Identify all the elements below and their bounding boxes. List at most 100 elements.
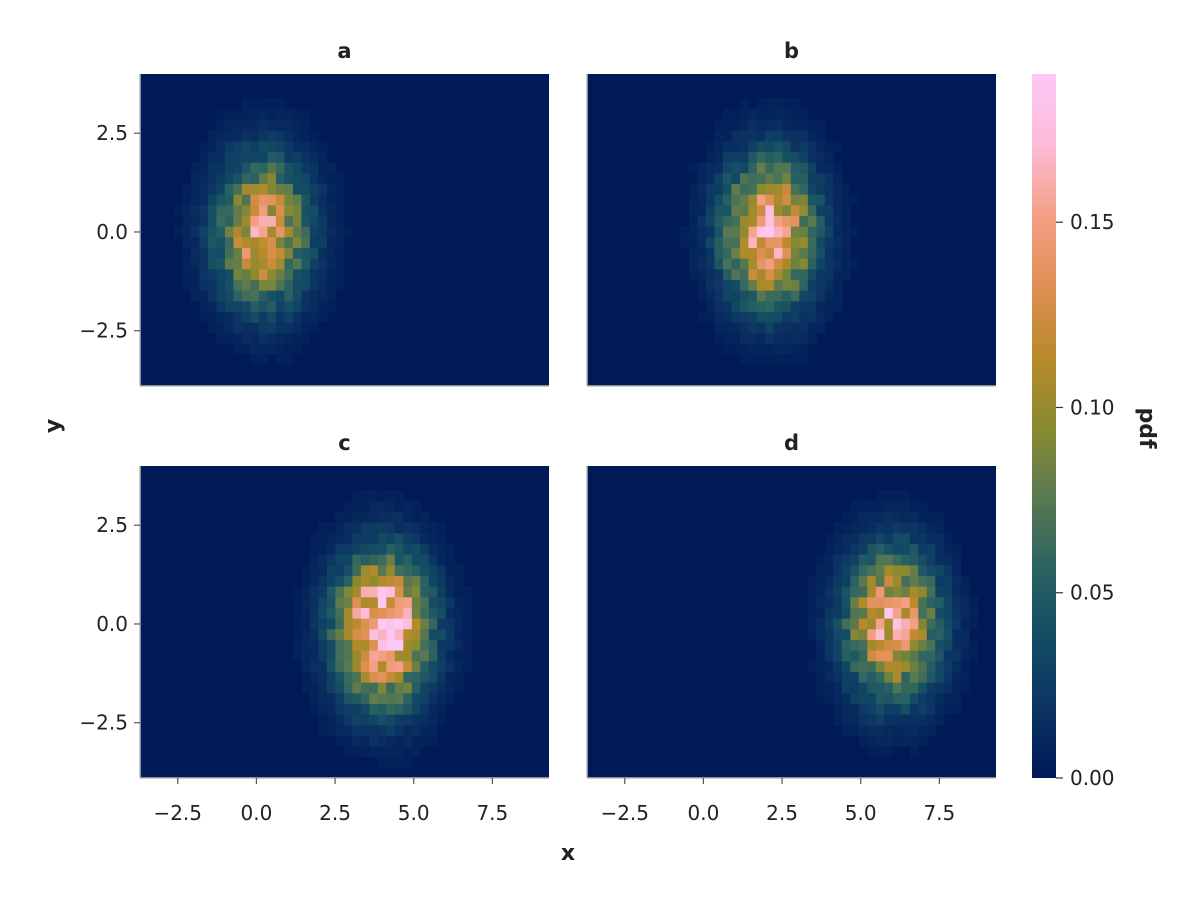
heatmap-cell bbox=[394, 724, 404, 736]
heatmap-cell bbox=[926, 564, 936, 576]
heatmap-cell bbox=[773, 226, 783, 238]
heatmap-cell bbox=[326, 532, 336, 544]
heatmap-cell bbox=[850, 532, 860, 544]
heatmap-cell bbox=[748, 215, 758, 227]
heatmap-cell bbox=[807, 247, 817, 259]
heatmap-cell bbox=[394, 650, 404, 662]
heatmap-cell bbox=[739, 290, 749, 302]
heatmap-cell bbox=[284, 226, 294, 238]
heatmap-cell bbox=[352, 682, 362, 694]
heatmap-cell bbox=[335, 575, 345, 587]
heatmap-cell bbox=[267, 194, 277, 206]
heatmap-cell bbox=[335, 682, 345, 694]
heatmap-cell bbox=[816, 215, 826, 227]
heatmap-cell bbox=[816, 194, 826, 206]
heatmap-cell bbox=[403, 543, 413, 555]
heatmap-cell bbox=[284, 151, 294, 163]
heatmap-cell bbox=[284, 332, 294, 344]
heatmap-cell bbox=[790, 215, 800, 227]
heatmap-cell bbox=[918, 650, 928, 662]
heatmap-cell bbox=[386, 628, 396, 640]
x-tick-label: 0.0 bbox=[241, 801, 273, 825]
heatmap-cell bbox=[739, 183, 749, 195]
heatmap-cell bbox=[697, 247, 707, 259]
heatmap-cell bbox=[343, 226, 353, 238]
heatmap-cell bbox=[884, 554, 894, 566]
heatmap-cell bbox=[892, 532, 902, 544]
heatmap-cell bbox=[926, 618, 936, 630]
heatmap-cell bbox=[731, 311, 741, 323]
heatmap-cell bbox=[216, 332, 226, 344]
heatmap-cell bbox=[335, 194, 345, 206]
heatmap-cell bbox=[722, 119, 732, 131]
heatmap-cell bbox=[790, 194, 800, 206]
heatmap-cell bbox=[207, 194, 218, 206]
heatmap-cell bbox=[403, 586, 413, 598]
heatmap-cell bbox=[207, 236, 218, 248]
heatmap-cell bbox=[428, 564, 438, 576]
heatmap-cell bbox=[445, 596, 455, 608]
heatmap-cell bbox=[960, 639, 970, 651]
heatmap-cell bbox=[748, 226, 758, 238]
heatmap-cell bbox=[250, 226, 260, 238]
heatmap-cell bbox=[926, 532, 936, 544]
heatmap-cell bbox=[799, 119, 809, 131]
heatmap-cell bbox=[224, 268, 235, 280]
heatmap-cell bbox=[258, 290, 269, 302]
heatmap-cell bbox=[782, 183, 792, 195]
heatmap-cell bbox=[756, 258, 766, 270]
heatmap-cell bbox=[875, 618, 885, 630]
heatmap-cell bbox=[309, 236, 319, 248]
heatmap-cell bbox=[275, 108, 285, 121]
heatmap-cell bbox=[790, 322, 800, 334]
heatmap-cell bbox=[952, 596, 962, 608]
heatmap-cell bbox=[250, 108, 260, 121]
heatmap-cell bbox=[301, 258, 311, 270]
heatmap-cell bbox=[850, 511, 860, 523]
heatmap-cell bbox=[918, 575, 928, 587]
heatmap-cell bbox=[722, 130, 732, 142]
heatmap-cell bbox=[748, 311, 758, 323]
heatmap-cell bbox=[858, 703, 868, 715]
heatmap-cell bbox=[233, 151, 243, 163]
x-tick-label: 2.5 bbox=[766, 801, 798, 825]
heatmap-cell bbox=[918, 564, 928, 576]
heatmap-cell bbox=[284, 162, 294, 174]
heatmap-cell bbox=[901, 511, 911, 523]
heatmap-cell bbox=[241, 311, 252, 323]
heatmap-cell bbox=[688, 162, 699, 174]
heatmap-cell bbox=[343, 500, 353, 513]
heatmap-cell bbox=[428, 532, 438, 544]
heatmap-cell bbox=[267, 226, 277, 238]
heatmap-cell bbox=[884, 692, 894, 704]
heatmap-cell bbox=[909, 618, 919, 630]
heatmap-cell bbox=[377, 618, 387, 630]
heatmap-cell bbox=[275, 151, 285, 163]
heatmap-cell bbox=[258, 119, 269, 131]
heatmap-cell bbox=[731, 322, 741, 334]
heatmap-cell bbox=[756, 130, 766, 142]
heatmap-cell bbox=[773, 279, 783, 291]
heatmap-cell bbox=[748, 183, 758, 195]
heatmap-cell bbox=[884, 575, 894, 587]
heatmap-cell bbox=[284, 290, 294, 302]
heatmap-cell bbox=[739, 311, 749, 323]
heatmap-cell bbox=[360, 714, 370, 726]
heatmap-cell bbox=[428, 660, 438, 672]
heatmap-cell bbox=[445, 607, 455, 619]
heatmap-cell bbox=[824, 204, 834, 216]
heatmap-cell bbox=[292, 258, 302, 270]
heatmap-cell bbox=[926, 639, 936, 651]
heatmap-cell bbox=[326, 714, 336, 726]
heatmap-cell bbox=[445, 628, 455, 640]
heatmap-cell bbox=[841, 194, 851, 206]
heatmap-cell bbox=[199, 300, 209, 312]
heatmap-cell bbox=[858, 714, 868, 726]
heatmap-cell bbox=[773, 130, 783, 142]
heatmap-cell bbox=[377, 575, 387, 587]
heatmap-cell bbox=[807, 300, 817, 312]
heatmap-cell bbox=[318, 226, 328, 238]
heatmap-cell bbox=[901, 714, 911, 726]
heatmap-cell bbox=[420, 682, 430, 694]
heatmap-cell bbox=[292, 586, 302, 598]
